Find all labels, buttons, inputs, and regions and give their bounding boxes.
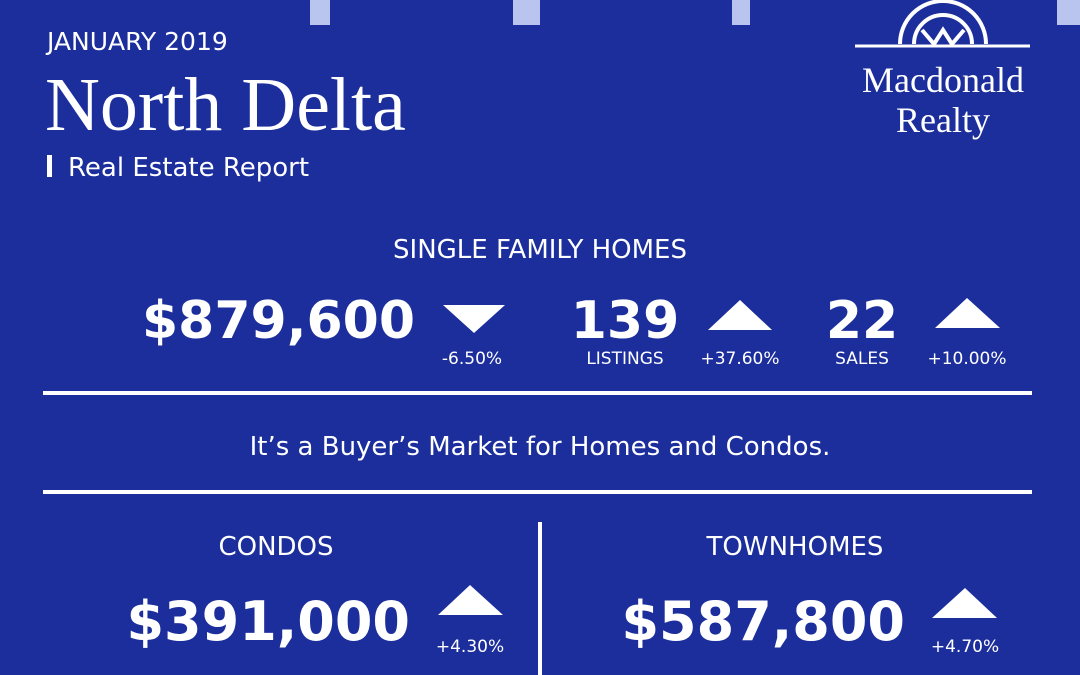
change: -6.50% [442,349,502,369]
section-heading: SINGLE FAMILY HOMES [393,235,687,265]
price: $391,000 [126,590,410,653]
logo-text: Macdonald [862,60,1024,100]
divider [43,490,1032,494]
message: It’s a Buyer’s Market for Homes and Cond… [250,432,831,462]
arrow-up [708,300,772,330]
top-tabs [310,0,1080,25]
logo-mark [855,0,1030,48]
title: North Delta [45,63,406,147]
change: +4.30% [436,637,504,657]
date: JANUARY 2019 [45,27,228,56]
label: SALES [835,349,889,369]
divider [43,391,1032,395]
listings: 139 [571,291,680,351]
arrow-down [443,305,505,333]
change: +4.70% [931,637,999,657]
price: $879,600 [142,291,415,351]
subtitle: Real Estate Report [68,153,309,183]
arrow-up [932,588,997,618]
arrow-up [438,585,503,615]
label: LISTINGS [586,349,663,369]
section-heading: CONDOS [218,532,333,562]
price: $587,800 [621,590,905,653]
sales: 22 [826,291,898,351]
arrow-up [935,298,1000,328]
change: +37.60% [700,349,779,369]
change: +10.00% [927,349,1006,369]
divider [538,522,542,675]
title-bar [47,155,52,177]
section-heading: TOWNHOMES [706,532,884,562]
logo-text: Realty [896,100,990,140]
